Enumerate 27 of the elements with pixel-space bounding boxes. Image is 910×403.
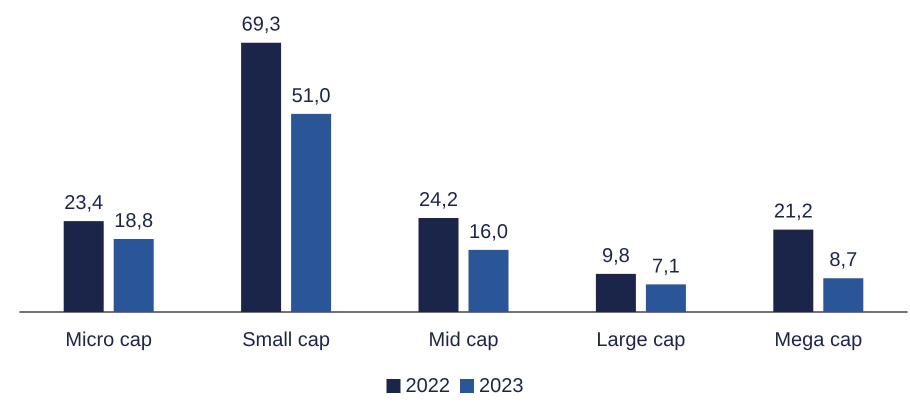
x-tick-label: Mega cap: [774, 329, 862, 351]
data-label: 9,8: [602, 244, 630, 267]
data-label: 51,0: [292, 84, 331, 107]
data-label: 16,0: [469, 220, 508, 243]
bar: [823, 278, 864, 312]
legend-label: 2023: [479, 375, 524, 397]
data-label: 24,2: [419, 188, 458, 211]
data-label: 8,7: [829, 249, 858, 272]
x-tick-label: Small cap: [242, 329, 330, 351]
bar: [114, 238, 154, 312]
bar: [468, 250, 508, 312]
data-label: 69,3: [242, 14, 281, 36]
bar: [596, 274, 636, 312]
bar: [773, 230, 814, 312]
bar: [646, 284, 686, 312]
data-label: 18,8: [114, 210, 154, 232]
bar: [291, 114, 332, 312]
x-tick-label: Micro cap: [65, 329, 152, 351]
data-label: 7,1: [652, 255, 680, 278]
data-label: 23,4: [64, 192, 104, 214]
x-tick-label: Mid cap: [428, 329, 499, 351]
x-tick-label: Large cap: [596, 329, 686, 351]
bar: [241, 42, 282, 312]
bar: [418, 218, 458, 312]
data-label: 21,2: [774, 200, 813, 223]
bar: [64, 221, 104, 312]
legend-label: 2022: [406, 375, 450, 397]
